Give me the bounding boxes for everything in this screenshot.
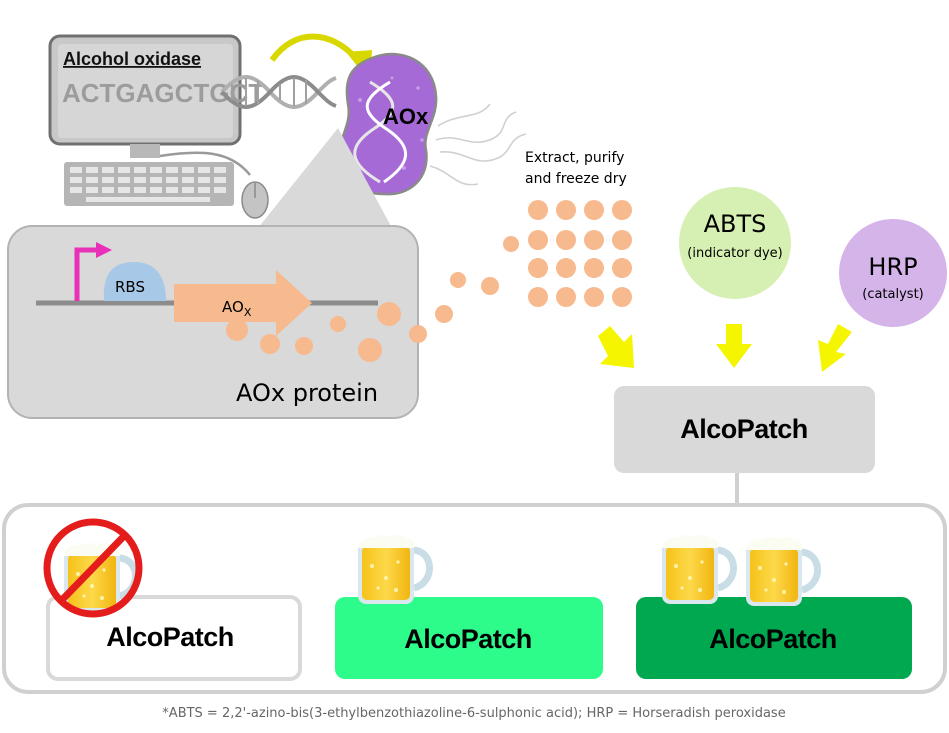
dna-helix-icon	[220, 75, 337, 109]
rbs-shape	[103, 262, 166, 301]
freeze-dried-grid	[528, 200, 632, 307]
gene-arrow	[174, 270, 312, 336]
gene-label-sub: X	[244, 306, 252, 319]
hrp-name: HRP	[868, 253, 917, 281]
result-label-one: AlcoPatch	[404, 624, 532, 654]
protein-dots	[226, 236, 519, 362]
process-line1: Extract, purify	[525, 150, 624, 166]
promoter-icon	[74, 242, 112, 301]
hrp-desc: (catalyst)	[862, 287, 924, 302]
result-label-two: AlcoPatch	[709, 624, 837, 654]
abts-desc: (indicator dye)	[687, 246, 782, 261]
gene-label-main: AO	[222, 298, 244, 316]
alcopatch-main-box	[614, 386, 875, 473]
result-label-none: AlcoPatch	[106, 622, 234, 652]
result-box-none	[46, 595, 302, 681]
result-box-one	[335, 597, 603, 679]
hrp-circle	[839, 219, 947, 327]
zoom-callout	[258, 128, 392, 228]
abts-name: ABTS	[704, 210, 767, 238]
footnote: *ABTS = 2,2'-azino-bis(3-ethylbenzothiaz…	[162, 706, 785, 721]
computer-icon	[48, 34, 269, 219]
protein-label: AOx protein	[236, 379, 378, 407]
gene-title: Alcohol oxidase	[63, 49, 201, 69]
alcopatch-main-label: AlcoPatch	[680, 414, 808, 444]
cell-label: AOx	[383, 104, 429, 129]
cell-icon	[338, 52, 527, 196]
result-box-two	[636, 597, 912, 679]
gene-label: AOX	[222, 298, 252, 319]
abts-circle	[679, 187, 791, 299]
process-line2: and freeze dry	[525, 171, 627, 187]
arrow-down-icon	[598, 324, 852, 372]
rbs-label: RBS	[115, 278, 145, 296]
no-symbol-icon	[43, 518, 143, 618]
